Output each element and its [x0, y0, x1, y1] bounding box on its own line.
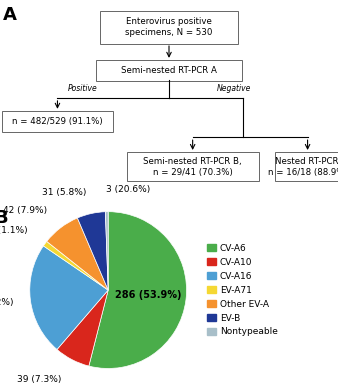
- Text: A: A: [3, 6, 17, 24]
- Text: 3 (20.6%): 3 (20.6%): [106, 185, 151, 194]
- Text: Negative: Negative: [216, 84, 251, 93]
- Text: Nested RT-PCR,
n = 16/18 (88.9%): Nested RT-PCR, n = 16/18 (88.9%): [268, 156, 338, 177]
- Text: 31 (5.8%): 31 (5.8%): [42, 188, 86, 197]
- Wedge shape: [105, 212, 108, 290]
- Text: 123 (23.2%): 123 (23.2%): [0, 298, 13, 307]
- Wedge shape: [47, 218, 108, 290]
- Wedge shape: [30, 246, 108, 350]
- Text: Semi-nested RT-PCR B,
n = 29/41 (70.3%): Semi-nested RT-PCR B, n = 29/41 (70.3%): [143, 156, 242, 177]
- Text: 42 (7.9%): 42 (7.9%): [3, 206, 47, 215]
- Text: 6 (1.1%): 6 (1.1%): [0, 226, 27, 235]
- Wedge shape: [89, 212, 187, 368]
- Text: Positive: Positive: [68, 84, 97, 93]
- Text: n = 482/529 (91.1%): n = 482/529 (91.1%): [12, 117, 103, 126]
- Text: 39 (7.3%): 39 (7.3%): [18, 375, 62, 384]
- Text: 286 (53.9%): 286 (53.9%): [115, 290, 182, 300]
- FancyBboxPatch shape: [100, 11, 238, 44]
- FancyBboxPatch shape: [275, 152, 338, 181]
- Wedge shape: [77, 212, 108, 290]
- Text: Enterovirus positive
specimens, N = 530: Enterovirus positive specimens, N = 530: [125, 17, 213, 38]
- Legend: CV-A6, CV-A10, CV-A16, EV-A71, Other EV-A, EV-B, Nontypeable: CV-A6, CV-A10, CV-A16, EV-A71, Other EV-…: [207, 244, 278, 336]
- Wedge shape: [43, 241, 108, 290]
- FancyBboxPatch shape: [96, 60, 242, 82]
- Text: Semi-nested RT-PCR A: Semi-nested RT-PCR A: [121, 66, 217, 75]
- Text: B: B: [0, 209, 8, 227]
- FancyBboxPatch shape: [127, 152, 259, 181]
- Wedge shape: [57, 290, 108, 366]
- FancyBboxPatch shape: [2, 111, 113, 132]
